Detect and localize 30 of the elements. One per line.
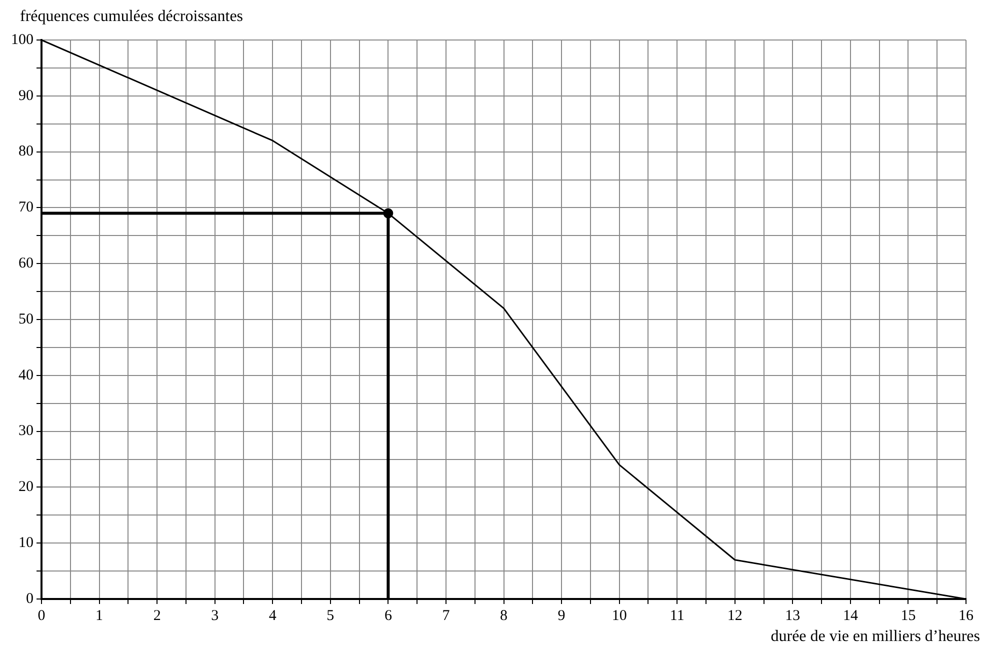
x-tick-label: 6 (384, 608, 392, 624)
x-tick-label: 3 (211, 608, 219, 624)
x-tick-label: 9 (558, 608, 566, 624)
x-tick-label: 8 (500, 608, 508, 624)
y-axis-title: fréquences cumulées décroissantes (19, 8, 244, 27)
y-tick-label: 80 (18, 144, 34, 160)
x-tick-label: 12 (727, 608, 742, 624)
x-tick-label: 10 (612, 608, 627, 624)
x-axis-title: durée de vie en milliers d’heures (770, 628, 981, 646)
y-tick-label: 90 (18, 88, 34, 104)
x-tick-label: 1 (96, 608, 104, 624)
y-tick-label: 100 (11, 32, 34, 48)
x-tick-label: 16 (958, 608, 974, 624)
x-tick-label: 0 (38, 608, 46, 624)
x-tick-label: 15 (900, 608, 916, 624)
x-tick-label: 13 (785, 608, 800, 624)
x-tick-label: 14 (842, 608, 858, 624)
y-tick-label: 60 (18, 256, 34, 272)
y-tick-label: 0 (26, 590, 34, 607)
x-tick-label: 2 (153, 608, 161, 624)
y-tick-label: 50 (18, 311, 34, 328)
y-tick-label: 70 (18, 200, 34, 216)
x-tick-label: 4 (268, 608, 277, 624)
x-tick-label: 5 (326, 608, 334, 624)
x-tick-label: 11 (670, 608, 684, 624)
y-tick-label: 30 (18, 423, 34, 440)
y-tick-label: 20 (18, 479, 34, 496)
y-tick-label: 40 (18, 367, 34, 384)
x-tick-label: 7 (442, 608, 450, 624)
y-tick-label: 10 (18, 535, 34, 552)
